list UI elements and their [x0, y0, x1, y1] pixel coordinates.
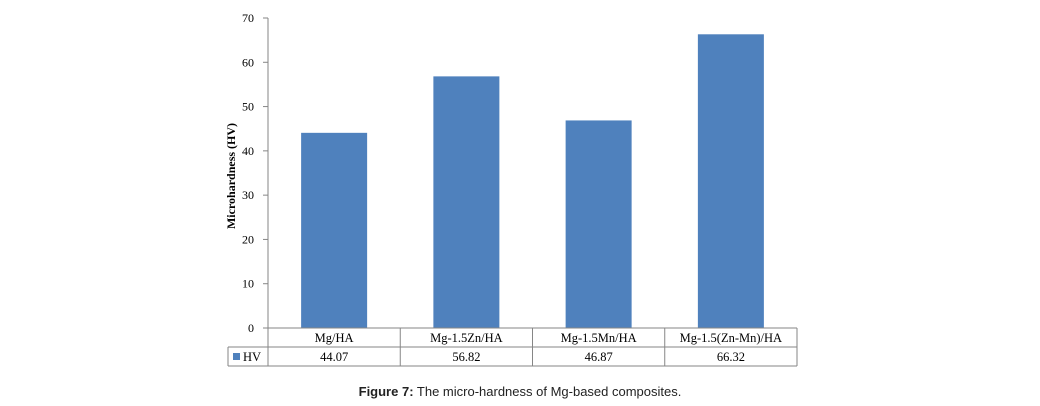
y-tick-label: 10 — [242, 277, 254, 291]
value-label: 56.82 — [452, 350, 480, 364]
bar-4 — [697, 34, 764, 328]
figure-caption: Figure 7: The micro-hardness of Mg-based… — [0, 384, 1040, 399]
y-ticks: 0 10 20 30 40 50 60 70 — [242, 11, 268, 335]
y-tick-label: 20 — [242, 232, 254, 246]
category-label: Mg/HA — [315, 331, 354, 345]
bar-3 — [565, 120, 632, 328]
y-tick-label: 30 — [242, 188, 254, 202]
y-tick-label: 40 — [242, 144, 254, 158]
y-tick-label: 70 — [242, 11, 254, 25]
category-label: Mg-1.5Mn/HA — [561, 331, 637, 345]
y-axis-label: Microhardness (HV) — [224, 123, 238, 229]
legend-series-name: HV — [243, 350, 261, 364]
bar-chart: 0 10 20 30 40 50 60 70 Mg/HA Mg-1.5Zn/HA Mg-1.5Mn… — [224, 11, 798, 367]
bar-2 — [433, 76, 500, 329]
category-label: Mg-1.5(Zn-Mn)/HA — [680, 331, 782, 345]
value-label: 66.32 — [717, 350, 745, 364]
value-label: 46.87 — [585, 350, 613, 364]
bars — [301, 34, 764, 329]
category-label: Mg-1.5Zn/HA — [430, 331, 503, 345]
bar-1 — [301, 132, 368, 328]
caption-text: The micro-hardness of Mg-based composite… — [413, 384, 682, 399]
y-tick-label: 50 — [242, 100, 254, 114]
caption-label: Figure 7: — [358, 384, 414, 399]
legend-swatch — [233, 353, 240, 360]
y-tick-label: 0 — [248, 321, 254, 335]
y-tick-label: 60 — [242, 55, 254, 69]
data-table: Mg/HA Mg-1.5Zn/HA Mg-1.5Mn/HA Mg-1.5(Zn-Mn)… — [227, 327, 798, 367]
value-label: 44.07 — [320, 350, 348, 364]
